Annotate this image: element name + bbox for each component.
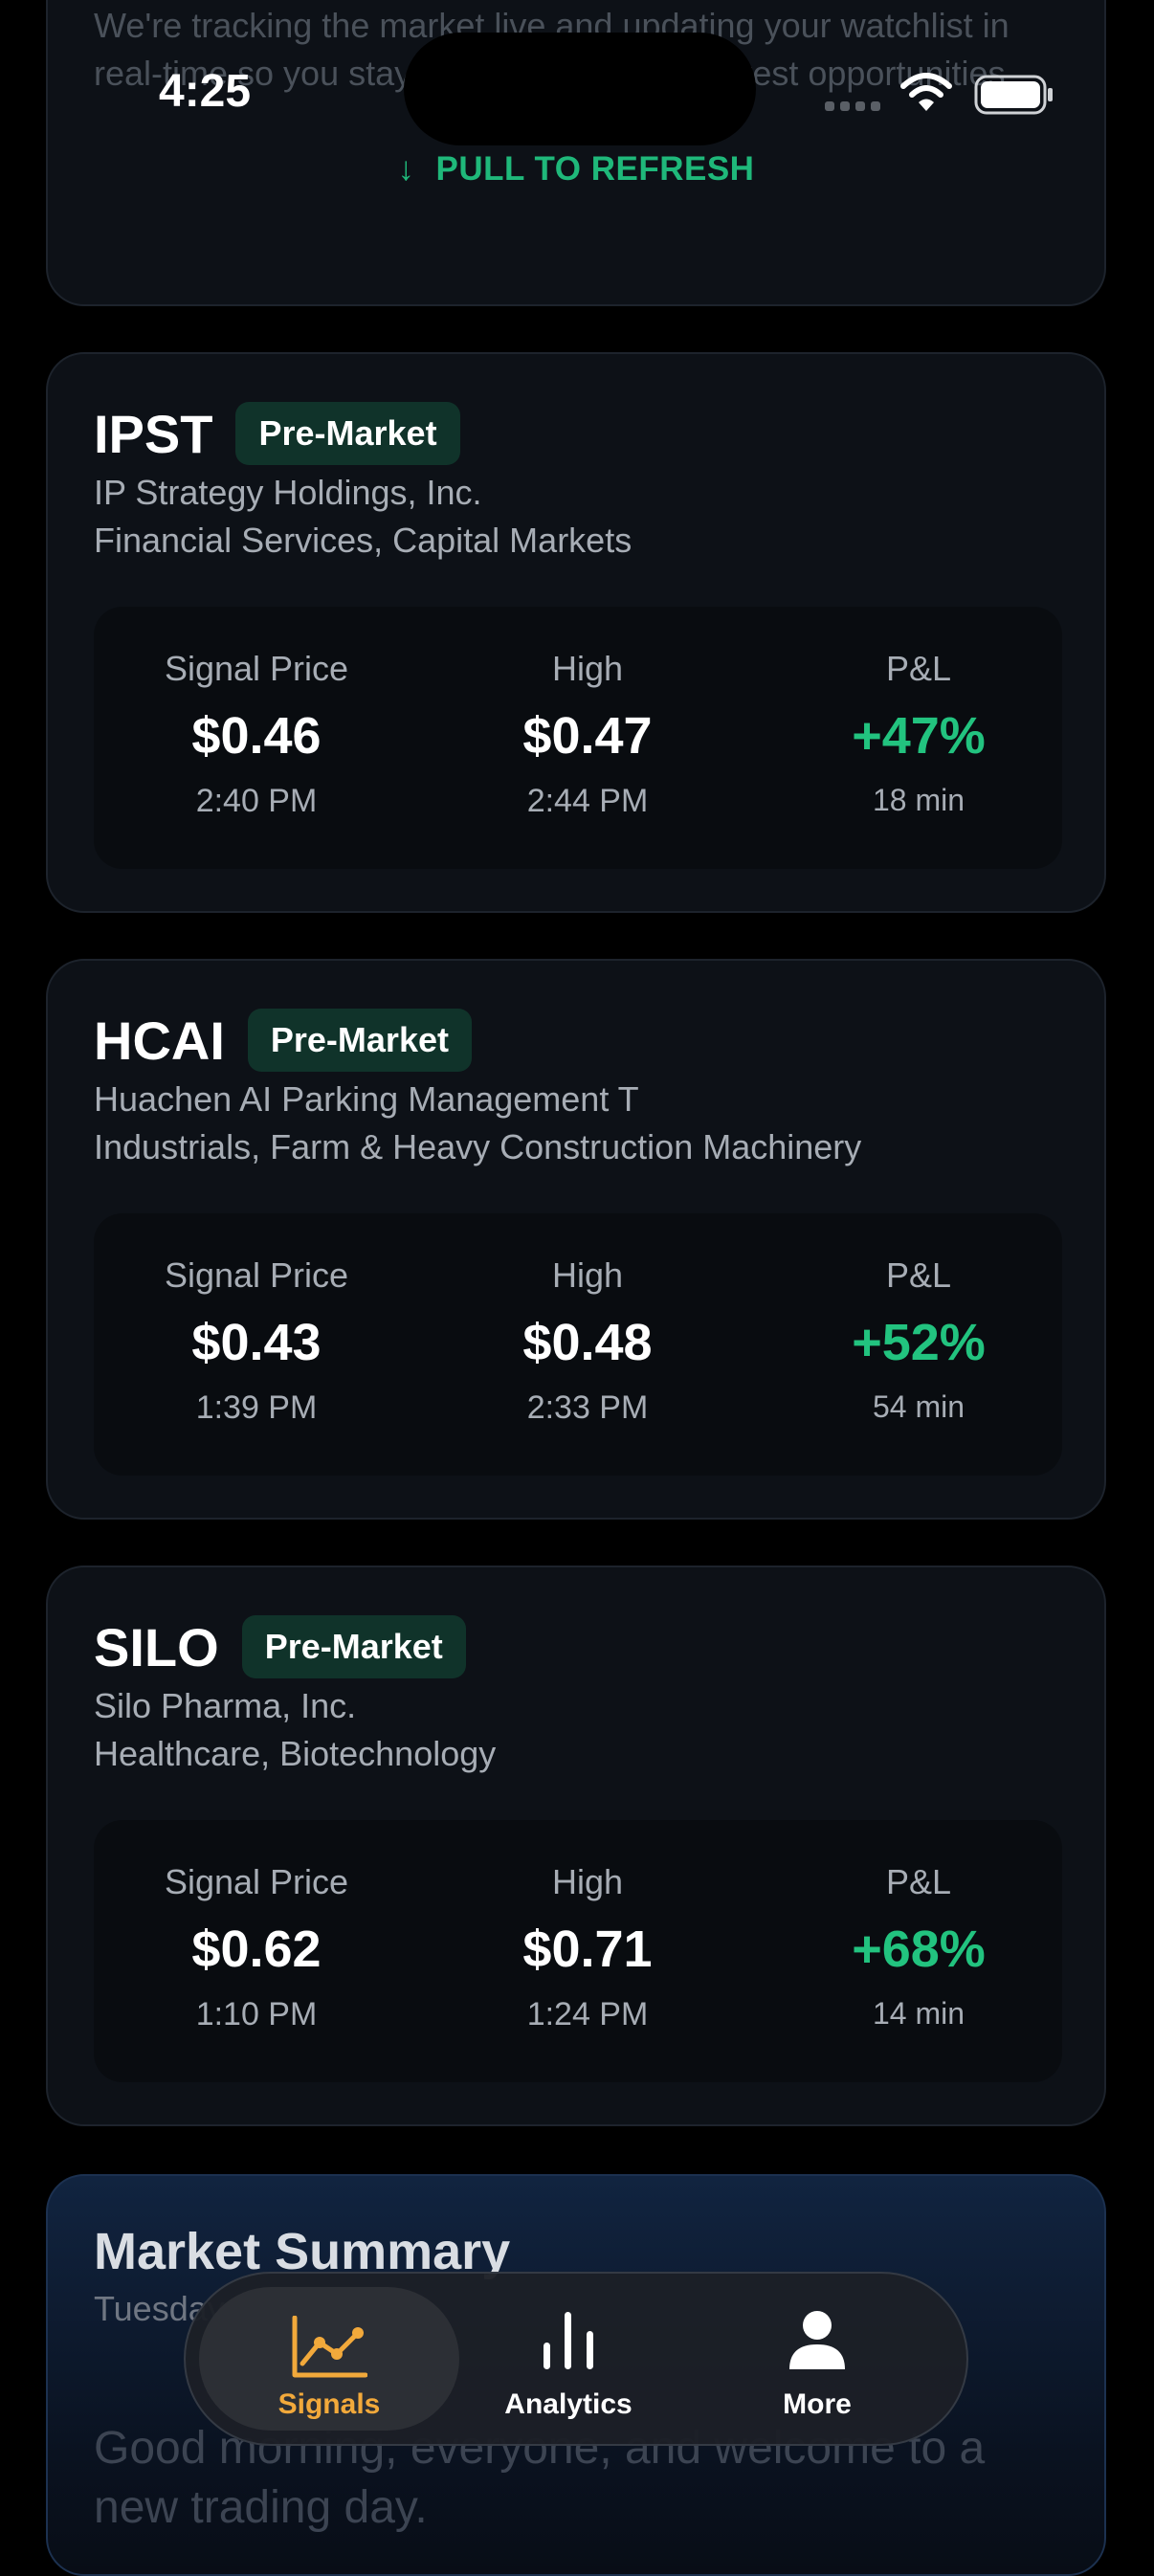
sector-label: Healthcare, Biotechnology — [94, 1734, 497, 1773]
signal-price-value: $0.46 — [191, 707, 322, 765]
signal-price-value: $0.43 — [191, 1314, 322, 1371]
pl-value: +47% — [852, 707, 986, 765]
pl-label: P&L — [885, 1255, 952, 1295]
tab-analytics[interactable]: Analytics — [473, 2274, 664, 2444]
dynamic-island — [404, 33, 756, 145]
signal-time: 2:40 PM — [195, 783, 318, 819]
pl-value: +68% — [852, 1921, 986, 1978]
tab-more-label: More — [783, 2388, 852, 2420]
ticker-symbol: SILO — [94, 1616, 219, 1677]
pull-to-refresh[interactable]: ↓ PULL TO REFRESH — [48, 150, 1104, 189]
pl-duration: 14 min — [872, 1996, 965, 2031]
chart-line-icon — [292, 2316, 367, 2378]
company-name: Silo Pharma, Inc. — [94, 1686, 357, 1725]
tab-signals[interactable]: Signals — [199, 2287, 459, 2431]
pl-duration: 54 min — [872, 1389, 965, 1424]
pl-duration: 18 min — [872, 783, 965, 817]
high-label: High — [551, 1862, 624, 1901]
stock-card[interactable]: IPST Pre-Market IP Strategy Holdings, In… — [46, 352, 1106, 913]
ticker-row: HCAI Pre-Market — [94, 1009, 472, 1072]
metrics-panel: Signal Price $0.62 1:10 PM High $0.71 1:… — [94, 1820, 1062, 2082]
battery-icon — [974, 75, 1053, 115]
high-label: High — [551, 649, 624, 688]
person-icon — [789, 2311, 845, 2369]
metrics-panel: Signal Price $0.43 1:39 PM High $0.48 2:… — [94, 1213, 1062, 1476]
arrow-down-icon: ↓ — [397, 150, 415, 188]
sector-label: Financial Services, Capital Markets — [94, 521, 632, 560]
high-time: 1:24 PM — [526, 1996, 649, 2032]
high-value: $0.48 — [522, 1314, 653, 1371]
ticker-symbol: HCAI — [94, 1010, 225, 1071]
status-time: 4:25 — [159, 66, 252, 117]
company-name: Huachen AI Parking Management T — [94, 1079, 639, 1119]
pl-label: P&L — [885, 649, 952, 688]
pre-market-badge: Pre-Market — [247, 1009, 472, 1072]
high-value: $0.47 — [522, 707, 653, 765]
high-time: 2:33 PM — [526, 1389, 649, 1426]
cellular-signal-icon — [825, 101, 880, 111]
ticker-row: SILO Pre-Market — [94, 1615, 466, 1678]
stock-card[interactable]: HCAI Pre-Market Huachen AI Parking Manag… — [46, 959, 1106, 1520]
sector-label: Industrials, Farm & Heavy Construction M… — [94, 1127, 862, 1166]
ticker-symbol: IPST — [94, 403, 213, 464]
high-value: $0.71 — [522, 1921, 653, 1978]
pull-to-refresh-label: PULL TO REFRESH — [435, 150, 755, 188]
signal-time: 1:10 PM — [195, 1996, 318, 2032]
pl-label: P&L — [885, 1862, 952, 1901]
signal-time: 1:39 PM — [195, 1389, 318, 1426]
high-label: High — [551, 1255, 624, 1295]
tab-analytics-label: Analytics — [504, 2388, 632, 2420]
company-name: IP Strategy Holdings, Inc. — [94, 473, 482, 512]
ticker-row: IPST Pre-Market — [94, 402, 460, 465]
high-time: 2:44 PM — [526, 783, 649, 819]
stock-card[interactable]: SILO Pre-Market Silo Pharma, Inc. Health… — [46, 1566, 1106, 2126]
bar-chart-icon — [544, 2312, 593, 2369]
wifi-icon — [900, 73, 952, 111]
tab-more[interactable]: More — [721, 2274, 913, 2444]
metrics-panel: Signal Price $0.46 2:40 PM High $0.47 2:… — [94, 607, 1062, 869]
pre-market-badge: Pre-Market — [235, 402, 460, 465]
signal-price-label: Signal Price — [164, 649, 349, 688]
signal-price-label: Signal Price — [164, 1255, 349, 1295]
pl-value: +52% — [852, 1314, 986, 1371]
signal-price-label: Signal Price — [164, 1862, 349, 1901]
market-summary-title: Market Summary — [94, 2223, 511, 2280]
pre-market-badge: Pre-Market — [241, 1615, 466, 1678]
tab-bar: Signals Analytics More — [184, 2272, 968, 2446]
tab-signals-label: Signals — [277, 2388, 381, 2420]
signal-price-value: $0.62 — [191, 1921, 322, 1978]
